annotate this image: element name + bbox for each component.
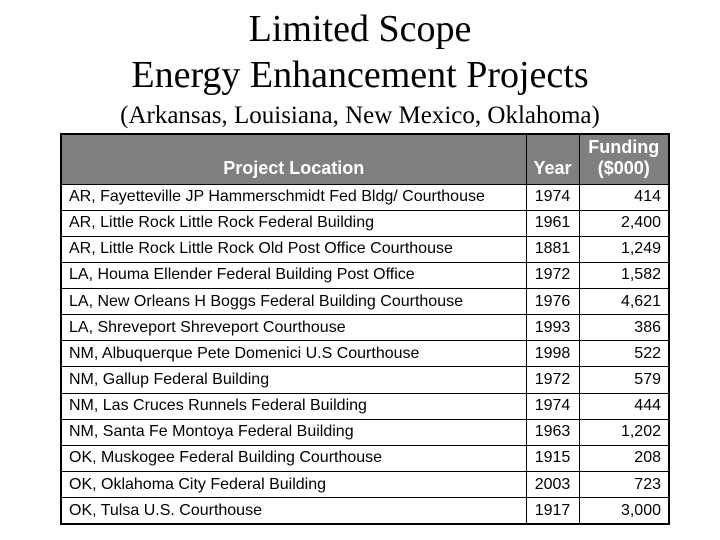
- slide-title-line-1: Limited Scope: [248, 8, 472, 50]
- cell-year: 1974: [525, 183, 580, 211]
- cell-funding: 1,202: [578, 418, 670, 446]
- table-row: LA, New Orleans H Boggs Federal Building…: [60, 288, 670, 316]
- table-row: AR, Fayetteville JP Hammerschmidt Fed Bl…: [60, 183, 670, 211]
- slide-title-line-2: Energy Enhancement Projects: [131, 54, 589, 96]
- cell-funding: 1,582: [578, 261, 670, 290]
- table-row: NM, Gallup Federal Building 1972 579: [60, 366, 670, 394]
- column-header-funding-line-2: ($000): [597, 157, 650, 178]
- table-header: Project Location Year Funding ($000): [60, 133, 670, 185]
- column-header-project-location: Project Location: [60, 133, 527, 185]
- cell-funding: 414: [578, 183, 670, 211]
- cell-year: 1972: [525, 366, 580, 394]
- cell-project-location: NM, Albuquerque Pete Domenici U.S Courth…: [60, 340, 527, 368]
- cell-project-location: AR, Little Rock Little Rock Old Post Off…: [60, 235, 527, 263]
- cell-project-location: AR, Little Rock Little Rock Federal Buil…: [60, 209, 527, 237]
- cell-year: 1976: [525, 288, 580, 316]
- cell-project-location: OK, Muskogee Federal Building Courthouse: [60, 444, 527, 473]
- cell-year: 1974: [525, 392, 580, 420]
- title-block: Limited Scope Energy Enhancement Project…: [0, 6, 720, 130]
- cell-year: 1917: [525, 497, 580, 525]
- cell-project-location: LA, Houma Ellender Federal Building Post…: [60, 261, 527, 290]
- cell-funding: 3,000: [578, 497, 670, 525]
- cell-year: 1963: [525, 418, 580, 446]
- cell-funding: 444: [578, 392, 670, 420]
- cell-year: 1998: [525, 340, 580, 368]
- cell-funding: 579: [578, 366, 670, 394]
- projects-table: Project Location Year Funding ($000) AR,…: [60, 133, 670, 525]
- cell-funding: 208: [578, 444, 670, 473]
- table-row: OK, Tulsa U.S. Courthouse 1917 3,000: [60, 497, 670, 525]
- cell-funding: 1,249: [578, 235, 670, 263]
- column-header-funding-line-1: Funding: [588, 136, 660, 157]
- table-row: NM, Albuquerque Pete Domenici U.S Courth…: [60, 340, 670, 368]
- cell-year: 2003: [525, 471, 580, 499]
- cell-year: 1881: [525, 235, 580, 263]
- cell-funding: 723: [578, 471, 670, 499]
- slide-subtitle: (Arkansas, Louisiana, New Mexico, Oklaho…: [120, 102, 600, 129]
- table-row: LA, Houma Ellender Federal Building Post…: [60, 261, 670, 290]
- cell-project-location: NM, Las Cruces Runnels Federal Building: [60, 392, 527, 420]
- cell-funding: 4,621: [578, 288, 670, 316]
- cell-project-location: OK, Oklahoma City Federal Building: [60, 471, 527, 499]
- cell-project-location: LA, New Orleans H Boggs Federal Building…: [60, 288, 527, 316]
- table-row: OK, Muskogee Federal Building Courthouse…: [60, 444, 670, 473]
- column-header-year: Year: [525, 133, 580, 185]
- cell-year: 1961: [525, 209, 580, 237]
- table-row: OK, Oklahoma City Federal Building 2003 …: [60, 471, 670, 499]
- cell-project-location: AR, Fayetteville JP Hammerschmidt Fed Bl…: [60, 183, 527, 211]
- cell-funding: 522: [578, 340, 670, 368]
- cell-year: 1915: [525, 444, 580, 473]
- table-row: NM, Las Cruces Runnels Federal Building …: [60, 392, 670, 420]
- table-row: AR, Little Rock Little Rock Old Post Off…: [60, 235, 670, 263]
- cell-funding: 386: [578, 314, 670, 342]
- cell-project-location: NM, Santa Fe Montoya Federal Building: [60, 418, 527, 446]
- table-body: AR, Fayetteville JP Hammerschmidt Fed Bl…: [60, 183, 670, 525]
- cell-project-location: LA, Shreveport Shreveport Courthouse: [60, 314, 527, 342]
- cell-year: 1993: [525, 314, 580, 342]
- column-header-funding: Funding ($000): [578, 133, 670, 185]
- table-header-row: Project Location Year Funding ($000): [60, 133, 670, 185]
- cell-year: 1972: [525, 261, 580, 290]
- cell-project-location: NM, Gallup Federal Building: [60, 366, 527, 394]
- table-row: LA, Shreveport Shreveport Courthouse 199…: [60, 314, 670, 342]
- table-row: AR, Little Rock Little Rock Federal Buil…: [60, 209, 670, 237]
- cell-funding: 2,400: [578, 209, 670, 237]
- table-row: NM, Santa Fe Montoya Federal Building 19…: [60, 418, 670, 446]
- cell-project-location: OK, Tulsa U.S. Courthouse: [60, 497, 527, 525]
